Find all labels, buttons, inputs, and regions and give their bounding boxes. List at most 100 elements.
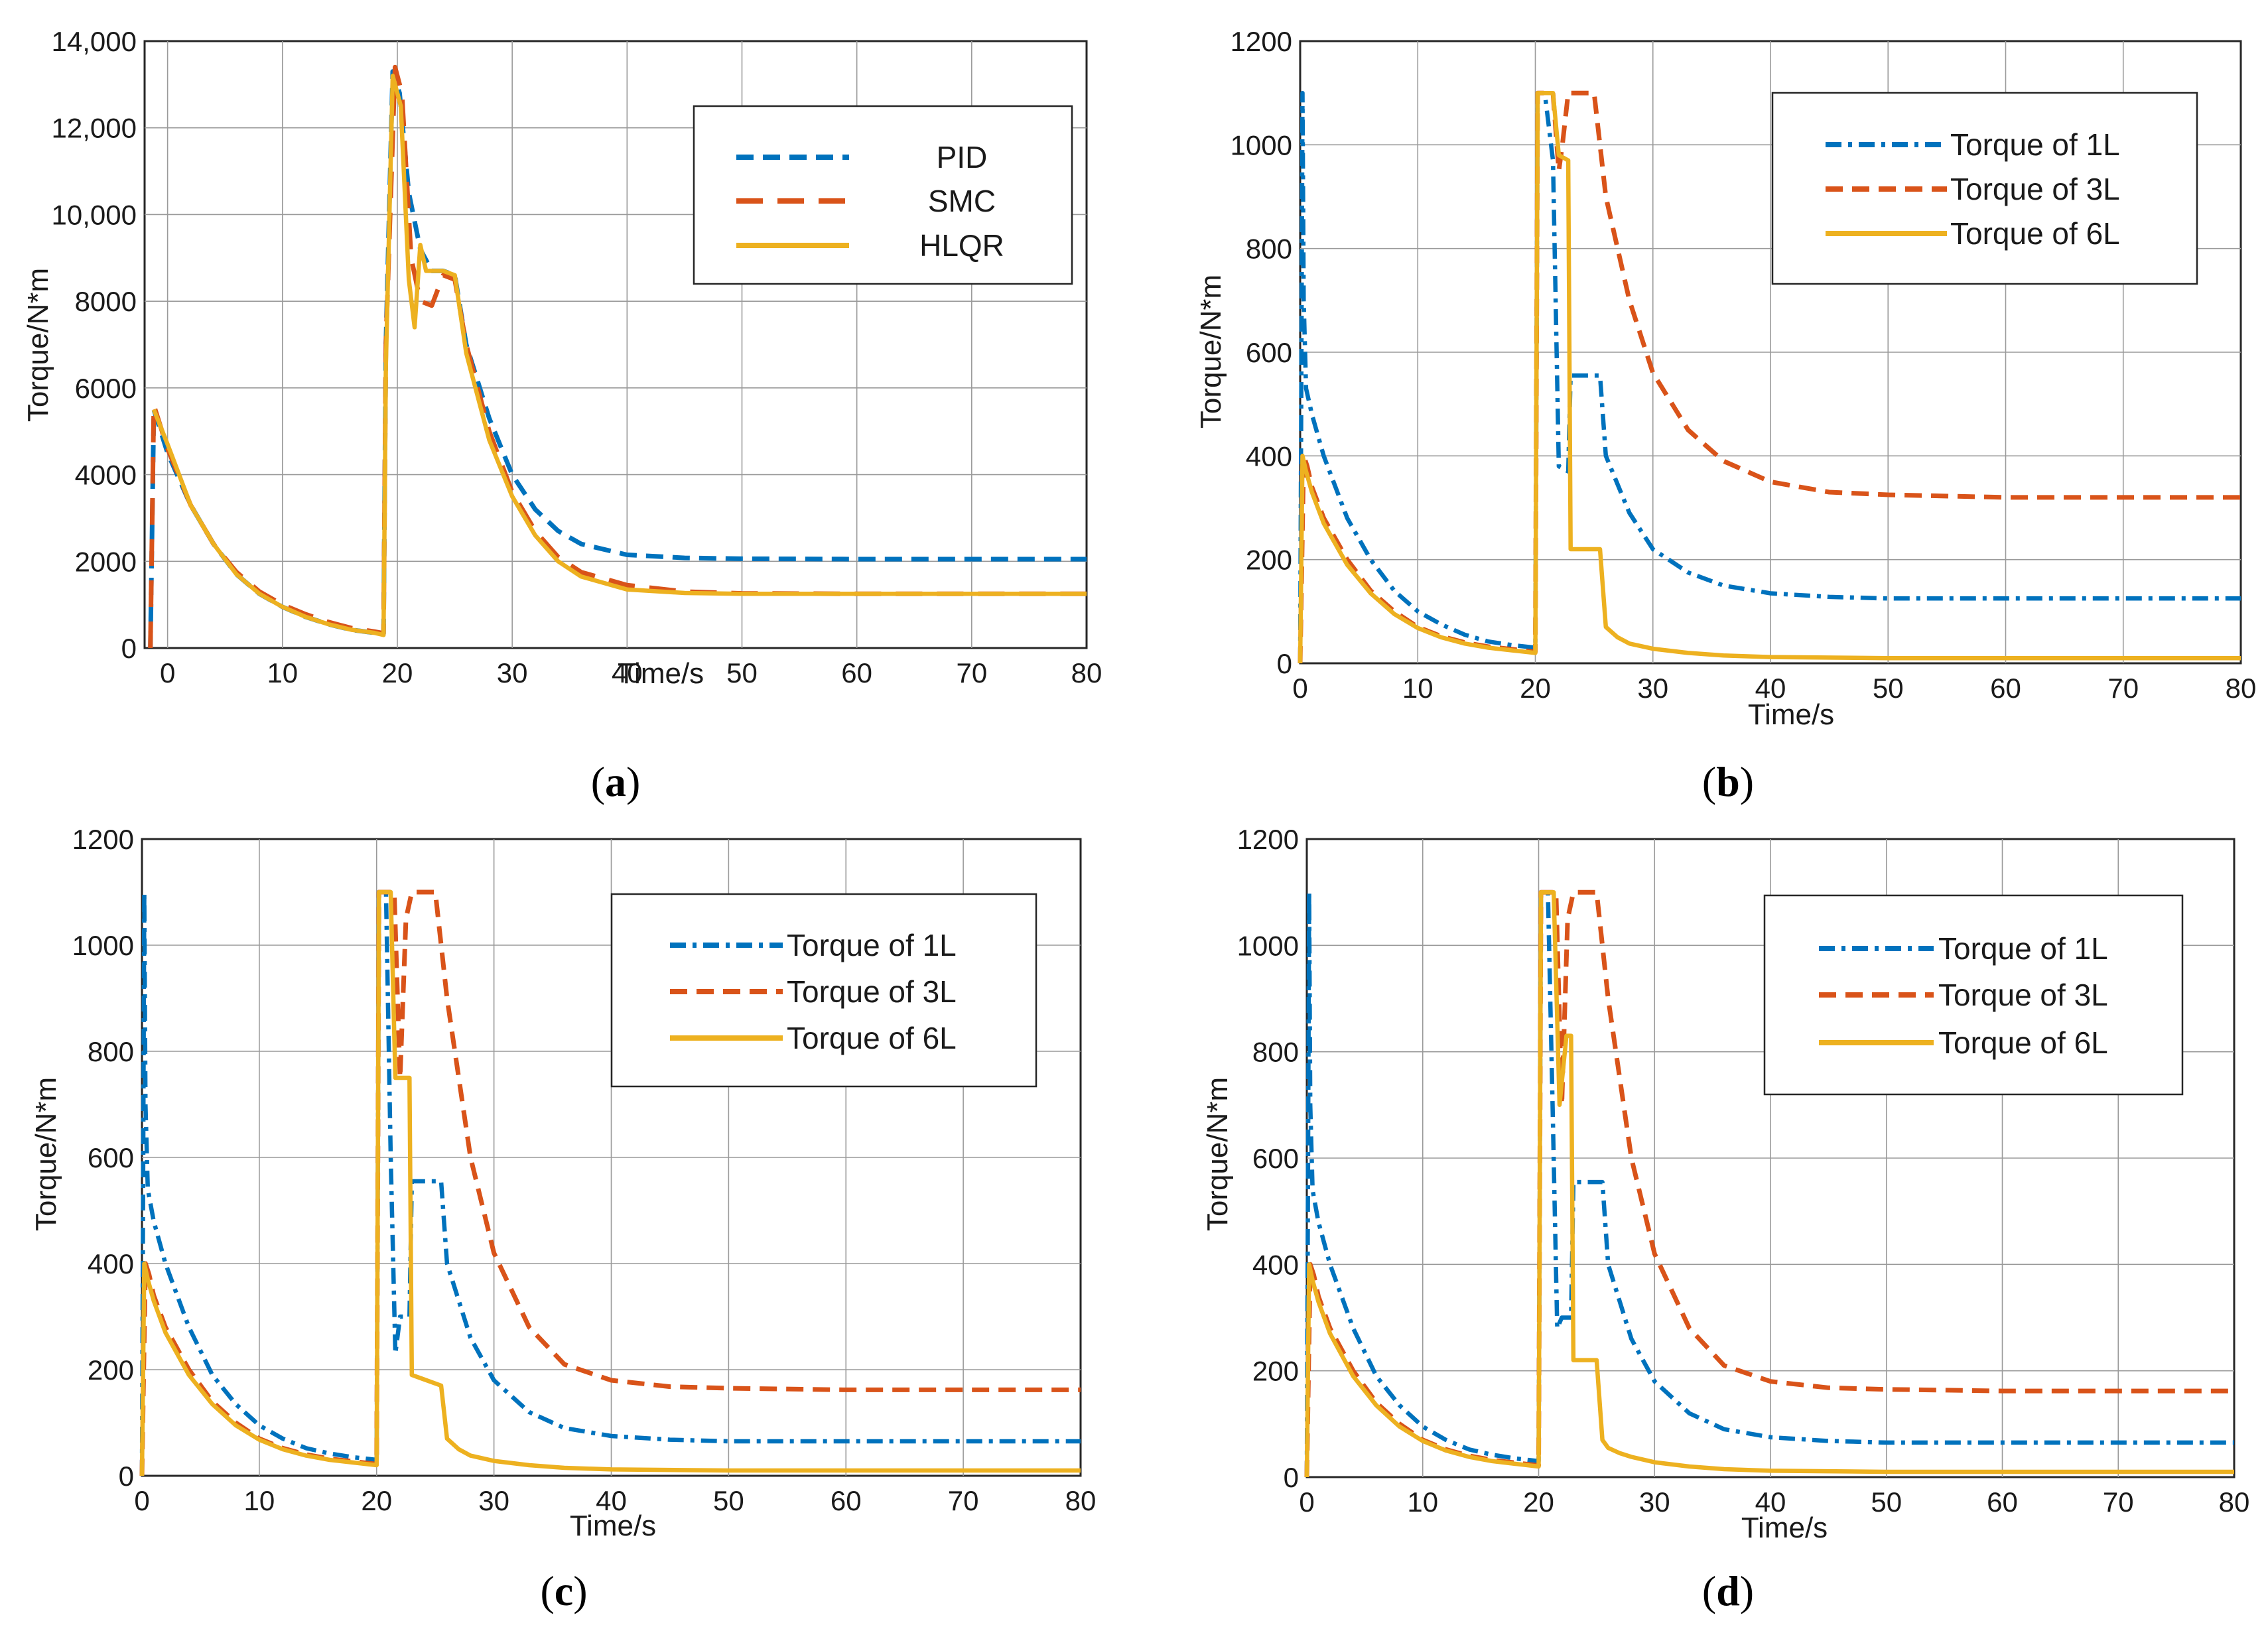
y-axis-label: Torque/N*m bbox=[1195, 275, 1227, 428]
legend-label-3l: Torque of 3L bbox=[787, 974, 957, 1009]
y-tick-label: 0 bbox=[119, 1461, 134, 1492]
y-tick-label: 12,000 bbox=[52, 113, 137, 144]
y-tick-label: 600 bbox=[1252, 1143, 1299, 1174]
y-tick-label: 800 bbox=[88, 1036, 134, 1067]
y-tick-label: 6000 bbox=[75, 373, 137, 404]
caption-c: (c) bbox=[540, 1567, 587, 1614]
x-tick-label: 70 bbox=[2107, 673, 2139, 704]
y-tick-label: 1200 bbox=[72, 824, 134, 855]
x-tick-label: 30 bbox=[1637, 673, 1668, 704]
x-tick-label: 60 bbox=[1987, 1486, 2018, 1518]
x-tick-label: 20 bbox=[1523, 1486, 1554, 1518]
series-line-hlqr bbox=[151, 74, 1087, 637]
legend-label-1l: Torque of 1L bbox=[1938, 931, 2108, 966]
y-tick-label: 2000 bbox=[75, 546, 137, 577]
panel-a: 0 10 20 30 40 50 60 70 80 0 2000 4000 6000 8000 10,000… bbox=[22, 26, 1102, 805]
y-tick-label: 600 bbox=[1246, 337, 1292, 368]
y-tick-label: 400 bbox=[1246, 440, 1292, 472]
x-tick-label: 80 bbox=[1071, 657, 1102, 688]
legend: PID SMC HLQR bbox=[693, 105, 1073, 285]
plot-lines bbox=[1298, 90, 2241, 664]
y-axis-label: Torque/N*m bbox=[1201, 1077, 1234, 1231]
y-tick-label: 0 bbox=[1277, 648, 1292, 679]
x-tick-label: 80 bbox=[2226, 673, 2257, 704]
x-tick-label: 40 bbox=[1755, 673, 1786, 704]
x-tick-label: 50 bbox=[1871, 1486, 1902, 1518]
series-line-torque-of-1l bbox=[1304, 889, 2234, 1478]
x-tick-label: 20 bbox=[361, 1485, 392, 1516]
legend: Torque of 1L Torque of 3L Torque of 6L bbox=[1763, 894, 2184, 1096]
y-tick-label: 1000 bbox=[1237, 930, 1299, 961]
caption-d: (d) bbox=[1702, 1567, 1754, 1614]
x-tick-label: 30 bbox=[497, 657, 528, 688]
legend-label-3l: Torque of 3L bbox=[1938, 978, 2108, 1012]
y-tick-label: 200 bbox=[1246, 545, 1292, 576]
grid bbox=[145, 41, 1087, 648]
y-tick-label: 200 bbox=[1252, 1356, 1299, 1387]
x-tick-label: 50 bbox=[1873, 673, 1904, 704]
x-tick-label: 60 bbox=[1990, 673, 2021, 704]
y-tick-label: 1200 bbox=[1237, 824, 1299, 855]
x-tick-label: 70 bbox=[956, 657, 987, 688]
y-tick-label: 1000 bbox=[72, 930, 134, 961]
x-tick-label: 10 bbox=[1402, 673, 1434, 704]
x-axis-label: Time/s bbox=[570, 1510, 656, 1542]
series-line-torque-of-6l bbox=[1298, 90, 2241, 664]
series-line-torque-of-3l bbox=[139, 889, 1081, 1476]
x-tick-label: 10 bbox=[244, 1485, 275, 1516]
x-tick-label: 30 bbox=[478, 1485, 509, 1516]
x-tick-label: 0 bbox=[1299, 1486, 1314, 1518]
tick-labels: 0 10 20 30 40 50 60 70 80 0 2000 4000 6000 8000 10,000… bbox=[52, 26, 1102, 688]
y-tick-label: 400 bbox=[1252, 1249, 1299, 1280]
legend-label-6l: Torque of 6L bbox=[1938, 1025, 2108, 1060]
x-tick-label: 0 bbox=[1292, 673, 1307, 704]
legend-label-1l: Torque of 1L bbox=[1950, 127, 2120, 162]
x-tick-label: 20 bbox=[1520, 673, 1551, 704]
x-axis-label: Time/s bbox=[1741, 1512, 1828, 1544]
x-tick-label: 50 bbox=[726, 657, 758, 688]
legend: Torque of 1L Torque of 3L Torque of 6L bbox=[1771, 92, 2198, 285]
y-tick-label: 10,000 bbox=[52, 199, 137, 230]
x-tick-label: 50 bbox=[713, 1485, 744, 1516]
y-tick-label: 1200 bbox=[1231, 26, 1292, 57]
x-tick-label: 20 bbox=[382, 657, 413, 688]
plot-lines bbox=[148, 64, 1087, 649]
legend-label-pid: PID bbox=[937, 140, 988, 174]
x-tick-label: 60 bbox=[831, 1485, 862, 1516]
y-tick-label: 1000 bbox=[1231, 129, 1292, 161]
x-tick-label: 10 bbox=[267, 657, 298, 688]
plot-lines bbox=[1304, 889, 2234, 1478]
x-tick-label: 30 bbox=[1639, 1486, 1670, 1518]
series-line-torque-of-6l bbox=[1304, 889, 2234, 1478]
x-tick-label: 80 bbox=[1065, 1485, 1097, 1516]
y-tick-label: 14,000 bbox=[52, 26, 137, 57]
x-tick-label: 0 bbox=[160, 657, 175, 688]
x-tick-label: 10 bbox=[1407, 1486, 1438, 1518]
y-tick-label: 0 bbox=[1284, 1462, 1299, 1493]
legend-label-3l: Torque of 3L bbox=[1950, 172, 2120, 206]
x-tick-label: 80 bbox=[2219, 1486, 2250, 1518]
x-axis-label: Time/s bbox=[1748, 698, 1834, 731]
series-line-torque-of-3l bbox=[1304, 889, 2234, 1478]
legend-label-smc: SMC bbox=[928, 184, 996, 218]
y-tick-label: 600 bbox=[88, 1142, 134, 1173]
plot-lines bbox=[139, 889, 1081, 1476]
x-tick-label: 40 bbox=[1755, 1486, 1786, 1518]
legend-box bbox=[693, 105, 1073, 285]
legend-label-6l: Torque of 6L bbox=[1950, 216, 2120, 251]
caption-b: (b) bbox=[1702, 758, 1754, 805]
y-tick-label: 400 bbox=[88, 1248, 134, 1279]
x-tick-label: 0 bbox=[134, 1485, 149, 1516]
series-line-torque-of-6l bbox=[139, 889, 1081, 1476]
x-tick-label: 40 bbox=[612, 657, 643, 688]
legend-box bbox=[1771, 92, 2198, 285]
y-tick-label: 0 bbox=[121, 633, 137, 664]
legend: Torque of 1L Torque of 3L Torque of 6L bbox=[610, 893, 1037, 1088]
y-axis-label: Torque/N*m bbox=[30, 1077, 62, 1231]
legend-label-hlqr: HLQR bbox=[919, 228, 1004, 263]
